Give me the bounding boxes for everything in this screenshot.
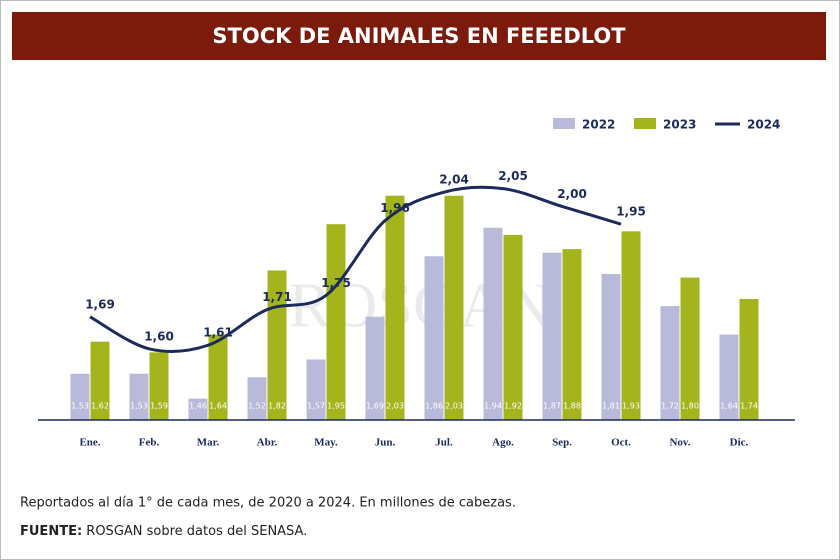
bar: [149, 352, 169, 420]
bar-value-label: 1,82: [268, 402, 286, 411]
bar: [680, 277, 700, 420]
line-value-label: 1,96: [380, 201, 410, 215]
bar: [247, 377, 267, 420]
legend-label: 2023: [663, 118, 696, 132]
legend-swatch: [634, 118, 656, 129]
line-value-label: 1,60: [144, 329, 174, 343]
line-value-label: 2,00: [557, 187, 587, 201]
line-value-label: 1,95: [616, 205, 646, 219]
bar: [326, 224, 346, 420]
bar-value-label: 1,62: [91, 402, 109, 411]
bar-value-label: 1,88: [563, 402, 581, 411]
bar-value-label: 1,59: [150, 402, 168, 411]
bar: [188, 398, 208, 420]
bar: [739, 298, 759, 420]
bar-value-label: 1,72: [661, 402, 679, 411]
bar: [542, 252, 562, 420]
source-label: FUENTE:: [20, 524, 82, 539]
source-text: ROSGAN sobre datos del SENASA.: [86, 524, 307, 539]
x-tick-label: Ene.: [79, 437, 100, 449]
line-value-label: 1,75: [321, 276, 351, 290]
bar: [719, 334, 739, 420]
bar-value-label: 1,57: [307, 402, 325, 411]
bar-value-label: 1,87: [543, 402, 561, 411]
bar: [90, 341, 110, 420]
bar: [601, 274, 621, 420]
title-bar: [12, 12, 826, 60]
bar-value-label: 1,53: [71, 402, 89, 411]
x-tick-label: Jul.: [435, 437, 453, 449]
x-tick-label: Abr.: [257, 437, 278, 449]
bar: [129, 373, 149, 420]
line-value-label: 1,71: [262, 290, 292, 304]
bar: [306, 359, 326, 420]
legend-swatch: [553, 118, 575, 129]
legend-label: 2022: [582, 118, 615, 132]
legend-label: 2024: [747, 118, 780, 132]
bar: [208, 334, 228, 420]
bar: [424, 256, 444, 420]
bar-value-label: 2,03: [445, 402, 463, 411]
bar-value-label: 1,69: [366, 402, 384, 411]
bar: [444, 195, 464, 420]
bar-value-label: 1,64: [209, 402, 227, 411]
note: Reportados al día 1° de cada mes, de 202…: [20, 496, 516, 511]
line-value-label: 2,05: [498, 169, 528, 183]
x-tick-label: Feb.: [139, 437, 160, 449]
bar: [660, 306, 680, 420]
line-value-label: 2,04: [439, 173, 469, 187]
bar: [483, 227, 503, 420]
bar-value-label: 1,64: [720, 402, 738, 411]
x-tick-label: Jun.: [375, 437, 396, 449]
source: FUENTE: ROSGAN sobre datos del SENASA.: [20, 524, 307, 539]
bar: [562, 249, 582, 420]
x-tick-label: Nov.: [669, 437, 690, 449]
bar-value-label: 2,03: [386, 402, 404, 411]
bar-value-label: 1,95: [327, 402, 345, 411]
bar-value-label: 1,46: [189, 402, 207, 411]
x-tick-label: Oct.: [611, 437, 631, 449]
x-tick-label: Mar.: [197, 437, 220, 449]
bar: [70, 373, 90, 420]
bar-value-label: 1,94: [484, 402, 502, 411]
bar-value-label: 1,81: [602, 402, 620, 411]
x-tick-label: May.: [314, 437, 338, 449]
bar: [385, 195, 405, 420]
bar: [503, 234, 523, 420]
bar-value-label: 1,74: [740, 402, 758, 411]
bar-value-label: 1,53: [130, 402, 148, 411]
bar-value-label: 1,86: [425, 402, 443, 411]
line: [89, 185, 622, 353]
bar-value-label: 1,92: [504, 402, 522, 411]
x-tick-label: Dic.: [730, 437, 749, 449]
chart-title: STOCK DE ANIMALES EN FEEEDLOT: [212, 24, 626, 48]
x-tick-label: Ago.: [492, 437, 514, 449]
line-value-label: 1,69: [85, 297, 115, 311]
line-value-label: 1,61: [203, 326, 233, 340]
bar-value-label: 1,93: [622, 402, 640, 411]
bar: [621, 231, 641, 420]
bar-value-label: 1,80: [681, 402, 699, 411]
bar: [365, 316, 385, 420]
bar-value-label: 1,52: [248, 402, 266, 411]
x-tick-label: Sep.: [552, 437, 572, 449]
